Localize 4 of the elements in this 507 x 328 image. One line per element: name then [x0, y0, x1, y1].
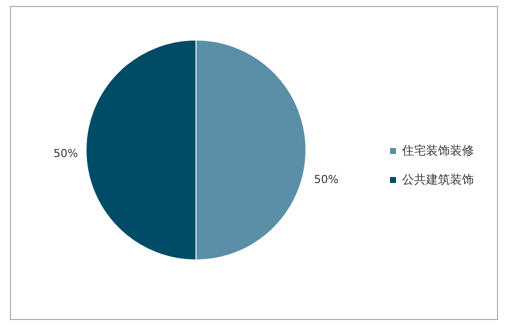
data-label: 50% — [314, 173, 338, 186]
legend-label: 住宅装饰装修 — [401, 143, 474, 158]
legend-label: 公共建筑装饰 — [402, 172, 474, 186]
data-label: 50% — [54, 147, 78, 160]
